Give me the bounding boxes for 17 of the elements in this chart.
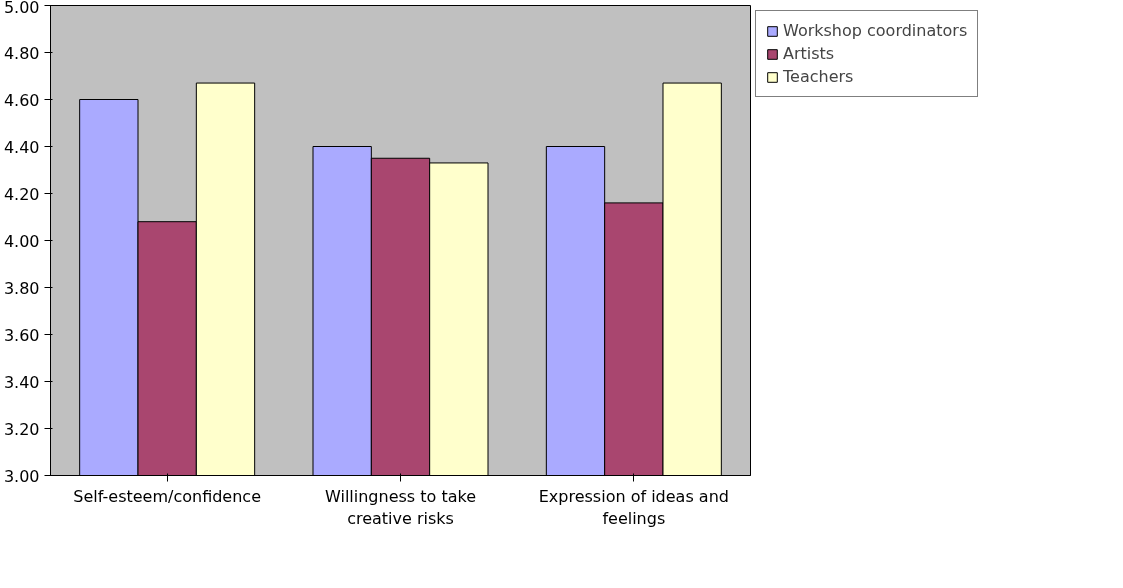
y-tick-label: 3.80 — [3, 278, 40, 298]
y-tick-label: 4.40 — [3, 137, 40, 157]
y-tick-label: 3.40 — [3, 372, 40, 392]
y-tick-label: 3.00 — [3, 466, 40, 486]
y-tick-label: 5.00 — [3, 0, 40, 17]
y-tick-label: 3.60 — [3, 325, 40, 345]
x-tick-label: Self-esteem/confidence — [73, 486, 262, 506]
legend-label: Workshop coordinators — [783, 21, 968, 40]
legend-label: Artists — [783, 44, 835, 63]
legend-label: Teachers — [783, 67, 854, 86]
y-tick-label: 3.20 — [3, 419, 40, 439]
x-tick-label: Expression of ideas and feelings — [538, 486, 729, 529]
y-tick-label: 4.60 — [3, 90, 40, 110]
y-tick-label: 4.20 — [3, 184, 40, 204]
y-tick-label: 4.00 — [3, 231, 40, 251]
x-tick-label: Willingness to take creative risks — [324, 486, 477, 529]
y-tick-label: 4.80 — [3, 43, 40, 63]
